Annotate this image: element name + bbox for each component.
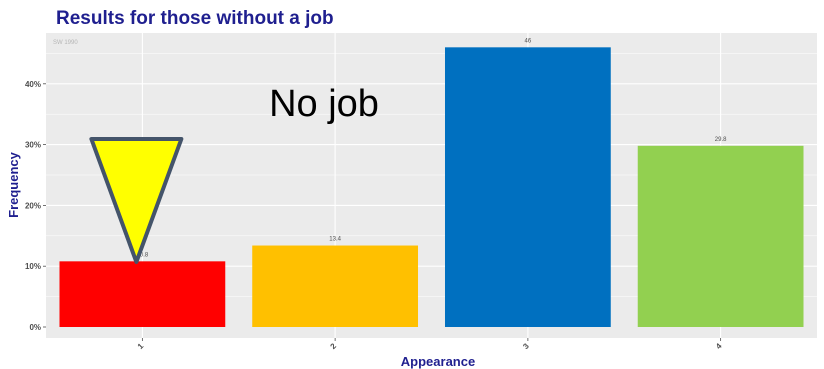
x-tick-label: 1 <box>136 341 146 351</box>
bar-2 <box>252 245 419 327</box>
x-tick-label: 3 <box>521 341 531 351</box>
data-labels: 10.8 13.4 46 29.8 <box>137 38 728 258</box>
pointer-triangle <box>89 137 184 264</box>
data-label: 10.8 <box>137 252 149 258</box>
bar-1 <box>59 261 226 327</box>
chart-title: Results for those without a job <box>56 8 334 29</box>
annotation-text: No job <box>269 83 379 125</box>
data-label: 29.8 <box>715 137 727 143</box>
x-tick-label: 2 <box>329 341 339 351</box>
bars <box>59 47 804 327</box>
x-tick-label: 4 <box>714 341 724 351</box>
y-axis-label: Frequency <box>6 151 21 218</box>
data-label: 46 <box>525 38 532 44</box>
bar-4 <box>637 145 804 327</box>
watermark: SW 1990 <box>53 40 78 46</box>
x-axis-label: Appearance <box>401 354 475 369</box>
y-tick-label: 10% <box>25 262 41 271</box>
y-tick-label: 0% <box>29 323 41 332</box>
x-axis: 1 2 3 4 <box>136 338 724 351</box>
y-tick-label: 20% <box>25 201 41 210</box>
y-tick-label: 40% <box>25 80 41 89</box>
y-axis: 0% 10% 20% 30% 40% <box>25 80 46 332</box>
data-label: 13.4 <box>329 237 341 243</box>
bar-3 <box>444 47 611 327</box>
y-tick-label: 30% <box>25 141 41 150</box>
